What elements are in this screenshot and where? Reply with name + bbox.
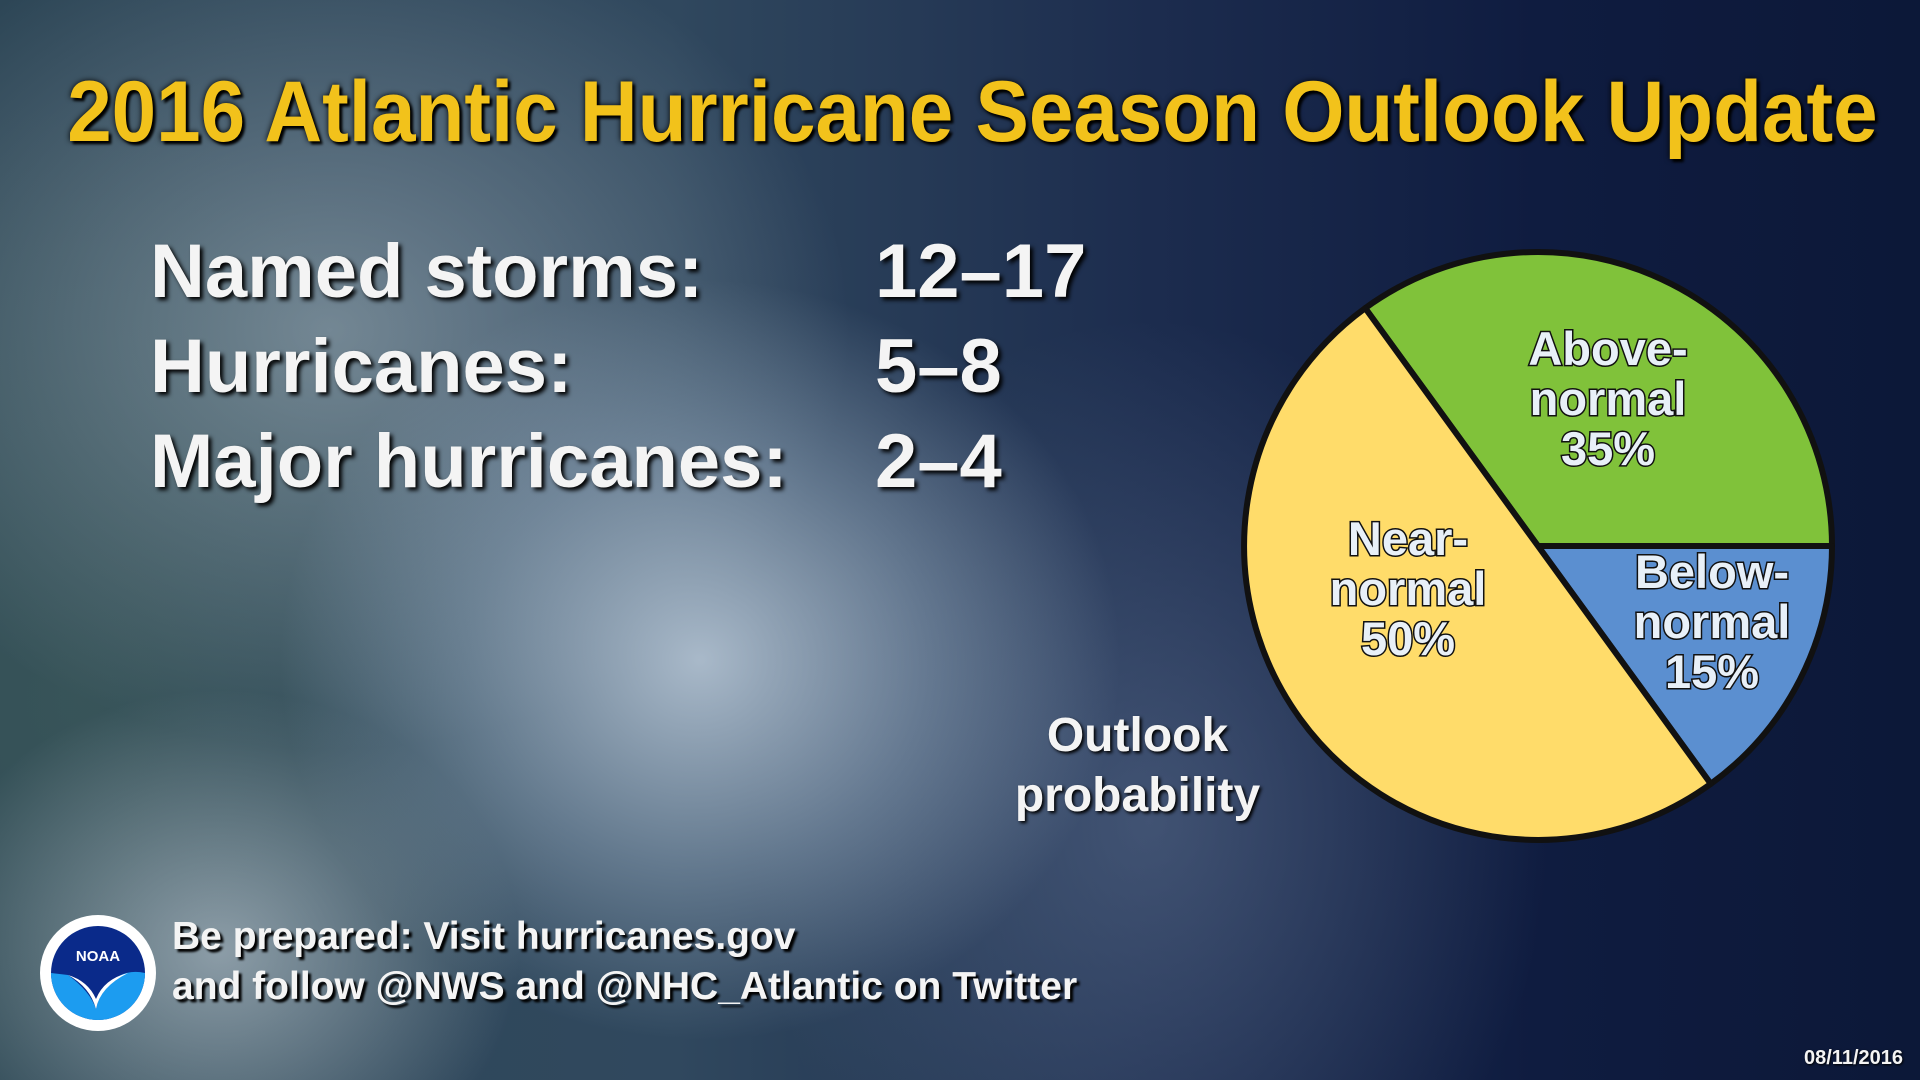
stat-value: 2–4 [875, 419, 1002, 504]
pie-label-above-normal: Above-normal 35% [1528, 322, 1687, 475]
noaa-logo-icon: NOAA [40, 915, 156, 1031]
forecast-stats: Named storms: 12–17 Hurricanes: 5–8 Major … [150, 228, 1086, 513]
pie-slice-above-normal [1362, 249, 1835, 549]
pie-slice-near-normal [1241, 305, 1714, 843]
footer-message: Be prepared: Visit hurricanes.gov and fo… [172, 912, 1077, 1012]
chart-title: Outlook probability [1014, 709, 1261, 822]
page-title: 2016 Atlantic Hurricane Season Outlook U… [67, 64, 1878, 160]
stat-row-named-storms: Named storms: 12–17 [150, 228, 1086, 323]
logo-text: NOAA [76, 948, 120, 965]
footer-line-1: Be prepared: Visit hurricanes.gov [172, 915, 796, 958]
stat-row-major-hurricanes: Major hurricanes: 2–4 [150, 418, 1086, 513]
stat-label: Major hurricanes: [150, 419, 788, 504]
stat-label: Hurricanes: [150, 324, 573, 409]
stat-value: 5–8 [875, 324, 1002, 409]
pie-label-below-normal: Below-normal 15% [1634, 545, 1791, 698]
pie-label-near-normal: Near-normal 50% [1330, 512, 1487, 665]
stat-row-hurricanes: Hurricanes: 5–8 [150, 323, 1086, 418]
stat-value: 12–17 [875, 229, 1087, 314]
footer-line-2: and follow @NWS and @NHC_Atlantic on Twi… [172, 965, 1078, 1008]
date-stamp: 08/11/2016 [1804, 1047, 1903, 1069]
pie-slice-below-normal [1535, 543, 1835, 787]
stat-label: Named storms: [150, 229, 704, 314]
